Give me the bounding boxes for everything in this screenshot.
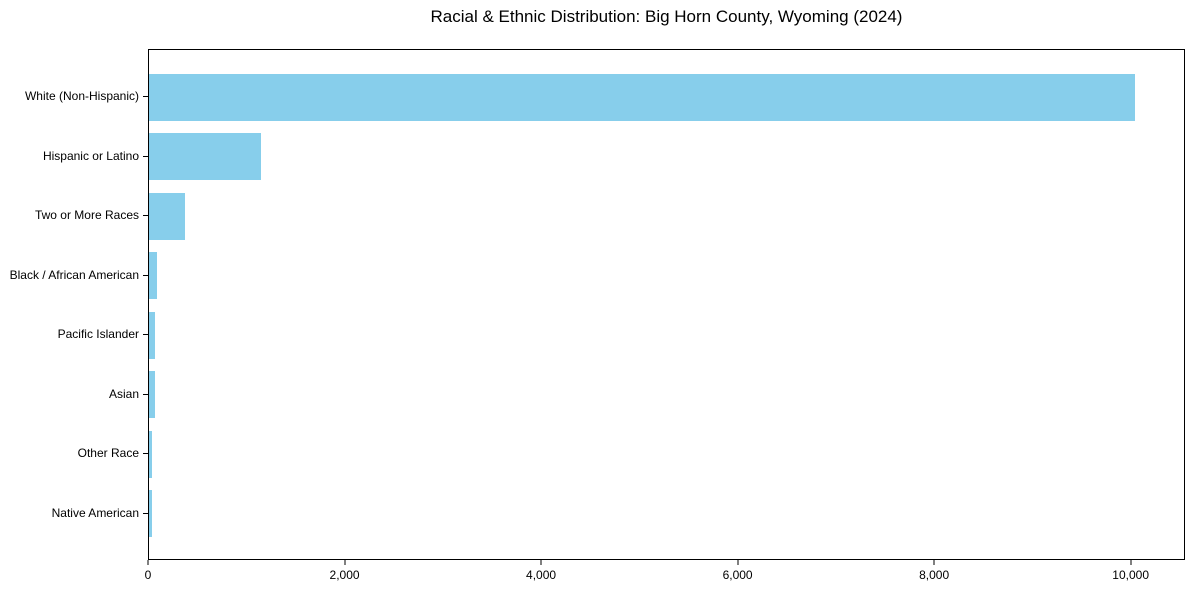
bar <box>149 490 152 537</box>
x-tick-label: 8,000 <box>919 568 950 582</box>
y-tick-mark <box>143 274 148 276</box>
x-tick-mark <box>147 560 149 565</box>
x-axis-ticks: 0 2,000 4,000 6,000 8,000 10,000 <box>144 560 1185 592</box>
y-tick-mark <box>143 393 148 395</box>
bar <box>149 371 155 418</box>
y-tick-mark <box>143 96 148 97</box>
bar <box>149 133 261 180</box>
category-label: Hispanic or Latino <box>42 148 139 163</box>
y-tick-mark <box>143 453 148 454</box>
y-tick-mark <box>143 512 148 514</box>
x-tick-mark <box>540 560 542 565</box>
bar <box>149 192 185 240</box>
bar-rows <box>149 50 1184 559</box>
x-tick-mark <box>344 560 346 565</box>
x-tick-label: 4,000 <box>526 568 557 582</box>
bar <box>149 73 1135 121</box>
category-label: Two or More Races <box>34 208 139 222</box>
chart-title: Racial & Ethnic Distribution: Big Horn C… <box>430 7 903 26</box>
category-label: Native American <box>51 505 139 520</box>
x-tick-mark <box>933 560 935 565</box>
category-label: Black / African American <box>9 267 139 282</box>
category-labels: White (Non-Hispanic) Hispanic or Latino Tw… <box>0 49 148 560</box>
category-label: White (Non-Hispanic) <box>24 89 139 103</box>
bar <box>149 252 157 299</box>
category-label: Asian <box>108 386 139 401</box>
category-label: Pacific Islander <box>57 327 139 341</box>
bar <box>149 311 156 359</box>
y-tick-mark <box>143 215 148 216</box>
x-tick-label: 10,000 <box>1112 568 1150 582</box>
x-tick-label: 2,000 <box>329 568 360 582</box>
x-tick-label: 6,000 <box>722 568 753 582</box>
x-tick-label: 0 <box>144 568 152 582</box>
y-tick-mark <box>143 155 148 157</box>
x-tick-mark <box>737 560 739 565</box>
y-tick-mark <box>143 334 148 335</box>
x-tick-mark <box>1130 560 1132 565</box>
category-label: Other Race <box>77 446 139 460</box>
plot-area <box>148 49 1185 560</box>
bar <box>149 430 152 478</box>
